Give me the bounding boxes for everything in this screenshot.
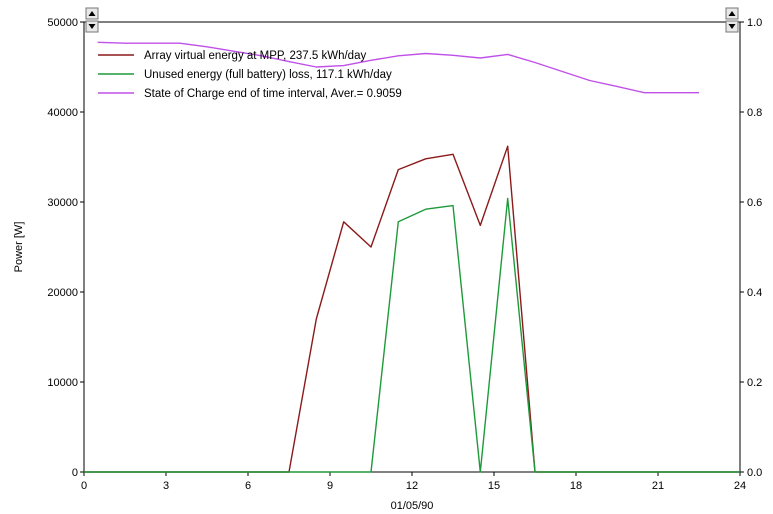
series-line-2 — [84, 197, 740, 473]
y2-tick-label: 1.0 — [747, 17, 762, 29]
legend: Array virtual energy at MPP, 237.5 kWh/d… — [98, 50, 402, 100]
legend-label-2: Unused energy (full battery) loss, 117.1… — [144, 69, 392, 81]
y-axis-title: Power [W] — [13, 222, 25, 273]
x-tick-label: 0 — [81, 480, 87, 492]
y-tick-label: 20000 — [47, 287, 78, 299]
y2-tick-label: 0.2 — [747, 377, 762, 389]
y2-tick-label: 0.4 — [747, 287, 762, 299]
x-tick-label: 9 — [327, 480, 333, 492]
scroll-up-button-left[interactable] — [85, 7, 99, 20]
x-tick-label: 21 — [652, 480, 664, 492]
series-line-1 — [84, 145, 740, 473]
legend-label-1: Array virtual energy at MPP, 237.5 kWh/d… — [144, 50, 366, 62]
bottom-axis-ticks: 0 3 6 9 12 15 18 21 24 — [81, 472, 746, 492]
x-tick-label: 12 — [406, 480, 418, 492]
left-axis-ticks: 0 10000 20000 30000 40000 50000 — [47, 17, 84, 479]
y-tick-label: 50000 — [47, 17, 78, 29]
y-tick-label: 40000 — [47, 107, 78, 119]
y2-tick-label: 0.0 — [747, 467, 762, 479]
x-axis-title: 01/05/90 — [391, 500, 434, 512]
y-tick-label: 30000 — [47, 197, 78, 209]
y2-tick-label: 0.6 — [747, 197, 762, 209]
scroll-up-button-right[interactable] — [725, 7, 739, 20]
x-tick-label: 6 — [245, 480, 251, 492]
y2-tick-label: 0.8 — [747, 107, 762, 119]
y-tick-label: 0 — [72, 467, 78, 479]
x-tick-label: 3 — [163, 480, 169, 492]
scroll-down-button-left[interactable] — [85, 20, 99, 33]
x-tick-label: 18 — [570, 480, 582, 492]
legend-label-3: State of Charge end of time interval, Av… — [144, 88, 402, 100]
x-tick-label: 15 — [488, 480, 500, 492]
scroll-down-button-right[interactable] — [725, 20, 739, 33]
right-axis-ticks: 0.0 0.2 0.4 0.6 0.8 1.0 — [740, 17, 762, 479]
series-line-3 — [97, 41, 699, 94]
series-layer — [84, 41, 740, 473]
y-tick-label: 10000 — [47, 377, 78, 389]
x-tick-label: 24 — [734, 480, 746, 492]
plot-area — [83, 21, 741, 473]
